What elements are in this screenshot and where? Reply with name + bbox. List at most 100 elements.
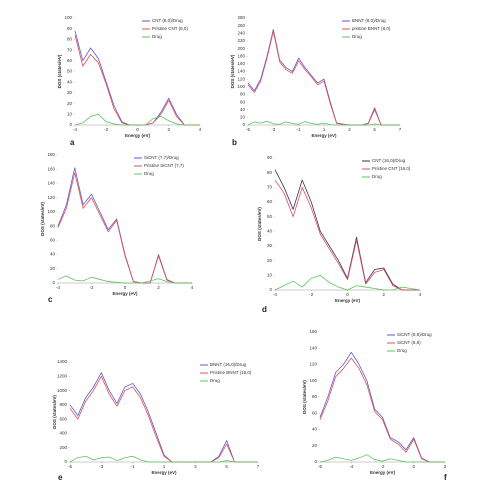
x-tick-label: 0 <box>136 127 139 132</box>
legend-label: SiCNT (7,7)/Drug <box>144 155 179 160</box>
panel-label: d <box>262 305 267 314</box>
x-tick-label: -2 <box>89 285 93 290</box>
x-tick-label: -3 <box>271 127 275 132</box>
y-tick-label: 180 <box>47 152 55 157</box>
y-tick-label: 0 <box>64 459 67 464</box>
legend-label: Pristine CNT (16,0) <box>372 166 411 171</box>
y-axis-label: DOS (states/eV) <box>57 54 62 88</box>
x-tick-label: 2 <box>167 127 170 132</box>
y-tick-label: 10 <box>267 273 273 278</box>
legend-label: Drug <box>152 34 162 39</box>
y-tick-label: 60 <box>267 199 273 204</box>
y-tick-label: 20 <box>312 443 318 448</box>
y-tick-label: 70 <box>267 185 273 190</box>
y-tick-label: 1200 <box>57 373 68 378</box>
x-tick-label: -4 <box>56 285 60 290</box>
y-tick-label: 140 <box>47 181 55 186</box>
series-line <box>69 372 258 463</box>
y-axis-label: DOS (states/eV) <box>52 395 57 429</box>
x-axis-label: Energy (eV) <box>151 470 177 475</box>
y-tick-label: 0 <box>269 287 272 292</box>
legend-label: Pristine SiCNT (7,7) <box>144 163 184 168</box>
y-tick-label: 90 <box>67 26 73 31</box>
x-tick-label: -4 <box>349 464 353 469</box>
y-tick-label: 800 <box>59 402 67 407</box>
y-tick-label: 120 <box>309 362 317 367</box>
y-tick-label: 40 <box>312 427 318 432</box>
x-tick-label: -1 <box>297 127 301 132</box>
panel-label: e <box>58 473 63 482</box>
y-tick-label: 40 <box>267 229 273 234</box>
x-tick-label: 5 <box>373 127 376 132</box>
y-tick-label: 60 <box>312 410 318 415</box>
y-tick-label: 30 <box>67 90 73 95</box>
series-line <box>274 169 420 291</box>
x-tick-label: -2 <box>309 292 313 297</box>
y-tick-label: 160 <box>237 61 245 66</box>
series-line <box>247 120 400 126</box>
x-axis-label: Energy (eV) <box>311 133 337 138</box>
y-tick-label: 200 <box>59 445 67 450</box>
y-tick-label: 220 <box>237 38 245 43</box>
x-tick-label: -4 <box>73 127 77 132</box>
legend-label: CNT (16,0)/Drug <box>372 158 406 163</box>
series-line <box>57 275 192 284</box>
x-tick-label: 7 <box>399 127 402 132</box>
y-tick-label: 100 <box>47 209 55 214</box>
y-tick-label: 40 <box>67 79 73 84</box>
y-tick-label: 180 <box>237 53 245 58</box>
legend-label: Drug <box>372 174 382 179</box>
x-tick-label: -1 <box>131 464 135 469</box>
y-tick-label: 140 <box>237 69 245 74</box>
y-tick-label: 240 <box>237 30 245 35</box>
legend-label: Drug <box>352 34 362 39</box>
series-line <box>319 454 445 463</box>
y-tick-label: 200 <box>237 46 245 51</box>
y-tick-label: 40 <box>240 107 246 112</box>
panel-label: c <box>48 295 53 304</box>
x-tick-label: -2 <box>380 464 384 469</box>
legend-label: Drug <box>144 171 154 176</box>
x-tick-label: -5 <box>68 464 72 469</box>
y-tick-label: 70 <box>67 47 73 52</box>
y-tick-label: 80 <box>312 394 318 399</box>
panel-label: f <box>444 473 447 482</box>
y-tick-label: 1000 <box>57 388 68 393</box>
x-tick-label: -5 <box>246 127 250 132</box>
y-tick-label: 80 <box>240 92 246 97</box>
series-line <box>319 357 445 463</box>
x-tick-label: 7 <box>257 464 260 469</box>
legend-label: Pristine BNNT (16,0) <box>210 370 252 375</box>
x-tick-label: 0 <box>124 285 127 290</box>
series-line <box>74 113 200 126</box>
x-tick-label: 0 <box>412 464 415 469</box>
y-tick-label: 10 <box>67 111 73 116</box>
series-line <box>319 351 445 463</box>
y-tick-label: 50 <box>67 69 73 74</box>
x-axis-label: Energy (eV) <box>125 133 151 138</box>
series-line <box>274 274 421 291</box>
x-tick-label: 5 <box>225 464 228 469</box>
y-tick-label: 0 <box>52 280 55 285</box>
series-line <box>247 29 400 126</box>
series-line <box>57 167 192 284</box>
y-tick-label: 30 <box>267 243 273 248</box>
y-axis-label: DOS (states/eV) <box>257 207 262 241</box>
series-line <box>74 30 200 126</box>
y-tick-label: 120 <box>47 195 55 200</box>
panel-label: b <box>232 138 237 147</box>
y-tick-label: 0 <box>69 122 72 127</box>
y-tick-label: 400 <box>59 431 67 436</box>
y-tick-label: 60 <box>240 99 246 104</box>
legend-label: BNNT (16,0)/Drug <box>210 362 247 367</box>
series-line <box>57 172 192 284</box>
y-axis-label: DOS (states/eV) <box>230 54 235 88</box>
y-tick-label: 100 <box>64 15 72 20</box>
x-axis-label: Energy (eV) <box>335 298 361 303</box>
legend-label: Pristine CNT (8,0) <box>152 26 188 31</box>
legend-label: SiCNT (8,8) <box>397 340 421 345</box>
legend-label: BNNT (8,0)/Drug <box>352 18 386 23</box>
y-tick-label: 160 <box>47 166 55 171</box>
x-tick-label: 4 <box>419 292 422 297</box>
